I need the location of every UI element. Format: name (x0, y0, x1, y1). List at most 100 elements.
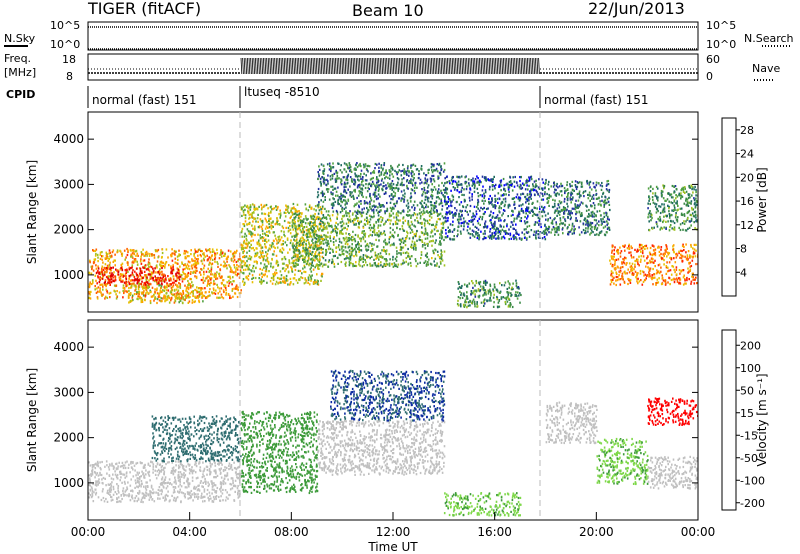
scatter-cell (189, 295, 191, 299)
scatter-cell (394, 187, 396, 190)
scatter-cell (275, 269, 277, 272)
scatter-cell (295, 228, 297, 231)
scatter-cell (311, 261, 313, 264)
scatter-cell (324, 178, 326, 182)
scatter-cell (447, 200, 449, 203)
scatter-cell (445, 188, 448, 191)
scatter-cell (458, 191, 461, 194)
scatter-cell (452, 216, 454, 219)
scatter-cell (396, 177, 399, 180)
scatter-cell (265, 268, 267, 271)
scatter-cell (129, 293, 132, 297)
scatter-cell (344, 237, 346, 240)
scatter-cell (424, 192, 427, 195)
scatter-cell (246, 228, 249, 231)
scatter-cell (374, 195, 376, 198)
scatter-cell (377, 233, 379, 236)
scatter-cell (464, 304, 467, 307)
scatter-cell (107, 281, 109, 284)
scatter-cell (315, 264, 317, 267)
scatter-cell (527, 188, 529, 191)
scatter-cell (249, 246, 251, 249)
scatter-cell (182, 277, 184, 280)
scatter-cell (444, 216, 447, 219)
scatter-cell (411, 246, 413, 249)
scatter-cell (404, 240, 407, 243)
scatter-cell (284, 269, 286, 273)
scatter-cell (537, 229, 539, 232)
scatter-cell (107, 275, 110, 279)
scatter-cell (521, 192, 524, 195)
scatter-cell (500, 179, 503, 182)
scatter-cell (352, 230, 354, 233)
scatter-cell (317, 171, 319, 174)
scatter-cell (371, 249, 374, 252)
scatter-cell (327, 235, 329, 238)
scatter-cell (228, 282, 231, 285)
scatter-cell (229, 270, 232, 273)
scatter-cell (222, 297, 225, 300)
scatter-cell (526, 207, 528, 210)
scatter-cell (460, 218, 462, 221)
scatter-cell (427, 261, 429, 264)
scatter-cell (328, 222, 330, 225)
scatter-cell (178, 295, 180, 298)
scatter-cell (260, 247, 262, 250)
scatter-cell (255, 260, 257, 263)
scatter-cell (515, 232, 517, 235)
scatter-cell (500, 219, 502, 222)
scatter-cell (481, 195, 484, 198)
scatter-cell (161, 266, 163, 270)
scatter-cell (526, 199, 529, 202)
scatter-cell (382, 188, 384, 191)
scatter-cell (515, 223, 517, 226)
scatter-cell (413, 224, 415, 227)
scatter-cell (355, 163, 357, 166)
scatter-cell (319, 238, 321, 241)
scatter-cell (155, 264, 158, 267)
scatter-cell (106, 266, 108, 270)
scatter-cell (97, 275, 99, 278)
scatter-cell (322, 242, 325, 245)
scatter-cell (279, 214, 282, 217)
scatter-cell (281, 247, 284, 250)
scatter-cell (318, 229, 320, 232)
scatter-cell (389, 258, 391, 261)
scatter-cell (414, 258, 417, 261)
scatter-cell (287, 221, 289, 224)
scatter-cell (293, 244, 296, 247)
scatter-cell (351, 191, 353, 194)
scatter-cell (249, 208, 252, 211)
scatter-cell (195, 261, 198, 264)
scatter-cell (261, 221, 264, 224)
scatter-cell (291, 226, 294, 229)
scatter-cell (218, 287, 221, 290)
scatter-cell (383, 264, 385, 267)
scatter-cell (423, 233, 425, 236)
scatter-cell (373, 224, 376, 227)
scatter-cell (156, 250, 159, 253)
scatter-cell (345, 241, 348, 244)
scatter-cell (332, 260, 334, 263)
scatter-cell (507, 188, 510, 191)
scatter-cell (275, 237, 277, 240)
scatter-cell (399, 219, 401, 222)
scatter-cell (322, 239, 324, 242)
scatter-cell (428, 211, 431, 214)
scatter-cell (239, 266, 242, 269)
scatter-cell (177, 289, 180, 292)
scatter-cell (424, 243, 426, 247)
scatter-cell (191, 281, 193, 284)
scatter-cell (254, 276, 257, 280)
scatter-cell (608, 218, 610, 221)
scatter-cell (482, 285, 484, 288)
scatter-cell (467, 301, 470, 304)
scatter-cell (488, 202, 491, 205)
scatter-cell (528, 235, 531, 238)
scatter-cell (150, 266, 153, 269)
scatter-cell (149, 277, 152, 280)
scatter-cell (535, 237, 537, 240)
scatter-cell (362, 211, 365, 214)
scatter-cell (414, 243, 417, 246)
scatter-cell (440, 250, 443, 254)
